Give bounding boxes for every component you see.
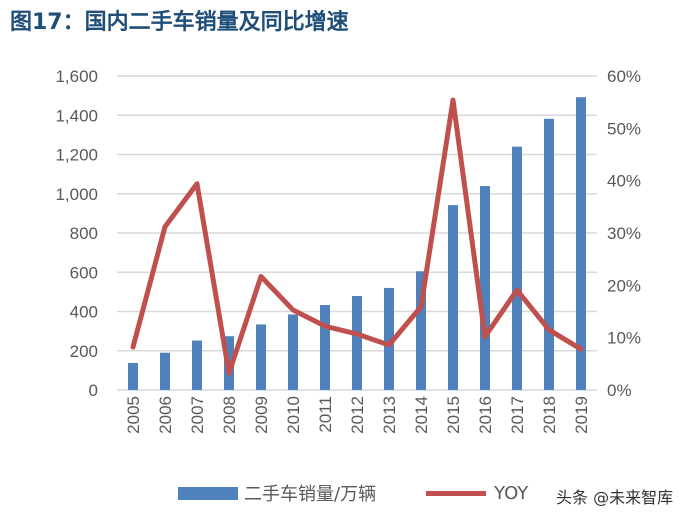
- x-tick-label: 2011: [316, 396, 335, 433]
- right-tick-label: 50%: [607, 119, 641, 138]
- left-tick-label: 400: [70, 303, 98, 322]
- x-tick-label: 2013: [380, 396, 399, 434]
- legend-line-label: YOY: [494, 482, 529, 504]
- bar-2011: [320, 305, 330, 390]
- bar-2010: [288, 314, 298, 390]
- x-tick-label: 2012: [348, 396, 367, 434]
- left-tick-label: 800: [70, 224, 98, 243]
- x-tick-label: 2010: [284, 396, 303, 434]
- x-tick-label: 2006: [156, 396, 175, 434]
- legend: 二手车销量/万辆 YOY: [178, 480, 528, 506]
- right-tick-label: 0%: [607, 381, 632, 400]
- bar-2006: [160, 352, 170, 390]
- x-tick-label: 2007: [188, 396, 207, 434]
- left-tick-label: 1,400: [55, 106, 98, 125]
- bar-2007: [192, 340, 202, 390]
- bar-2012: [352, 295, 362, 390]
- bar-2013: [384, 287, 394, 390]
- bar-2019: [576, 97, 586, 390]
- left-tick-label: 1,200: [55, 146, 98, 165]
- right-tick-label: 60%: [607, 67, 641, 86]
- x-tick-label: 2014: [412, 396, 431, 434]
- x-tick-label: 2018: [540, 396, 559, 434]
- right-tick-label: 40%: [607, 172, 641, 191]
- legend-bar-label: 二手车销量/万辆: [244, 484, 377, 505]
- left-tick-label: 200: [70, 342, 98, 361]
- bar-2016: [480, 186, 490, 390]
- bar-2009: [256, 324, 266, 390]
- bar-2017: [512, 146, 522, 390]
- left-tick-label: 0: [89, 381, 98, 400]
- legend-bar-swatch: [178, 486, 238, 500]
- left-tick-label: 600: [70, 263, 98, 282]
- x-tick-label: 2017: [508, 396, 527, 434]
- bar-2018: [544, 118, 554, 390]
- legend-line-swatch: [426, 490, 487, 496]
- x-tick-label: 2015: [444, 396, 463, 434]
- x-tick-label: 2016: [476, 396, 495, 434]
- left-tick-label: 1,000: [55, 185, 98, 204]
- right-tick-label: 10%: [607, 329, 641, 348]
- x-tick-label: 2008: [220, 396, 239, 434]
- left-tick-label: 1,600: [55, 67, 98, 86]
- bar-2014: [416, 271, 426, 390]
- x-tick-label: 2005: [124, 396, 143, 434]
- bar-2005: [128, 362, 138, 390]
- right-tick-label: 30%: [607, 224, 641, 243]
- chart-title: 图17：国内二手车销量及同比增速: [10, 10, 349, 35]
- x-tick-label: 2019: [572, 396, 591, 434]
- watermark: 头条 @未来智库: [556, 488, 674, 507]
- bar-2015: [448, 205, 458, 390]
- right-tick-label: 20%: [607, 276, 641, 295]
- x-tick-label: 2009: [252, 396, 271, 434]
